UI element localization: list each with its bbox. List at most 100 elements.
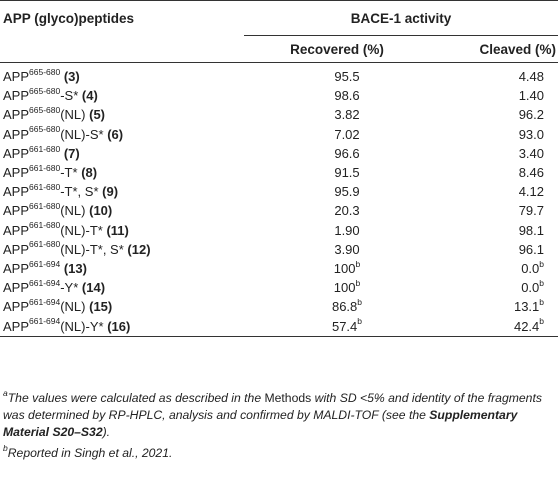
compound-number: (7)	[63, 145, 80, 161]
column-header-empty	[0, 36, 244, 63]
cleaved-cell: 79.7	[402, 201, 558, 220]
peptide-residue-range: 661-680	[29, 220, 61, 231]
peptide-name-cell: APP661-680(NL)-T* (11)	[0, 221, 244, 240]
table-row: APP661-694(NL) (15) 86.8b 13.1b	[0, 297, 558, 316]
cleaved-cell: 96.2	[402, 105, 558, 124]
cleaved-value: 0.0	[521, 280, 540, 296]
recovered-value: 95.5	[334, 69, 360, 85]
table-row: APP665-680 (3) 95.5 4.48	[0, 63, 558, 87]
peptide-suffix: -S*	[60, 88, 79, 104]
footnote-a-supplementary: Supplementary Material S20–S32	[3, 408, 518, 439]
peptide-suffix: (NL)	[60, 299, 86, 315]
cleaved-cell: 13.1b	[402, 297, 558, 316]
peptide-name-cell: APP661-680-T*, S* (9)	[0, 182, 244, 201]
recovered-footnote-marker: b	[357, 316, 363, 327]
peptide-residue-range: 661-680	[29, 162, 61, 173]
cleaved-footnote-marker: b	[539, 316, 545, 327]
peptide-residue-range: 661-694	[29, 297, 61, 308]
recovered-value: 98.6	[334, 88, 360, 104]
cleaved-value: 42.4	[513, 318, 540, 334]
peptide-name-cell: APP661-694 (13)	[0, 259, 244, 278]
peptide-base: APP	[3, 69, 30, 85]
footnote-b-text: Reported in Singh et al., 2021.	[7, 446, 173, 460]
recovered-value: 20.3	[334, 203, 360, 219]
footnote-a-methods: Methods	[261, 391, 315, 405]
footnote-b-marker: b	[3, 442, 8, 453]
recovered-cell: 86.8b	[244, 297, 402, 316]
peptide-base: APP	[3, 184, 30, 200]
cleaved-cell: 98.1	[402, 221, 558, 240]
cleaved-value: 1.40	[518, 88, 545, 104]
recovered-footnote-marker: b	[355, 277, 361, 288]
recovered-value: 1.90	[334, 222, 360, 238]
column-header-recovered: Recovered (%)	[290, 41, 384, 57]
compound-number: (6)	[107, 126, 124, 142]
peptide-residue-range: 661-680	[29, 181, 61, 192]
recovered-value: 3.82	[334, 107, 360, 123]
peptide-name-cell: APP661-694-Y* (14)	[0, 278, 244, 297]
peptide-suffix: -T*, S*	[60, 184, 99, 200]
cleaved-cell: 8.46	[402, 163, 558, 182]
table-row: APP661-694-Y* (14) 100b 0.0b	[0, 278, 558, 297]
cleaved-footnote-marker: b	[539, 297, 545, 308]
peptide-suffix: (NL)	[60, 107, 86, 123]
recovered-cell: 1.90	[244, 221, 402, 240]
cleaved-cell: 4.12	[402, 182, 558, 201]
peptide-name-cell: APP665-680(NL)-S* (6)	[0, 125, 244, 144]
recovered-value: 3.90	[334, 241, 360, 257]
recovered-cell: 3.82	[244, 105, 402, 124]
cleaved-value: 96.1	[518, 241, 545, 257]
peptide-residue-range: 665-680	[29, 85, 61, 96]
cleaved-cell: 93.0	[402, 125, 558, 144]
peptide-name-cell: APP665-680-S* (4)	[0, 86, 244, 105]
peptide-name-cell: APP661-680(NL) (10)	[0, 201, 244, 220]
peptide-name-cell: APP661-694(NL)-Y* (16)	[0, 316, 244, 337]
peptide-name-cell: APP661-680 (7)	[0, 144, 244, 163]
cleaved-cell: 0.0b	[402, 278, 558, 297]
table-row: APP661-694(NL)-Y* (16) 57.4b 42.4b	[0, 316, 558, 337]
footnote-b: bReported in Singh et al., 2021.	[3, 442, 556, 462]
recovered-value: 100	[333, 280, 356, 296]
compound-number: (11)	[106, 222, 129, 238]
peptide-residue-range: 665-680	[29, 124, 61, 135]
recovered-value: 100	[333, 260, 356, 276]
peptide-suffix: (NL)-Y*	[60, 318, 104, 334]
peptide-base: APP	[3, 126, 30, 142]
compound-number: (13)	[63, 260, 87, 276]
table-row: APP661-680-T* (8) 91.5 8.46	[0, 163, 558, 182]
compound-number: (5)	[89, 107, 106, 123]
cleaved-value: 4.48	[518, 69, 545, 85]
peptide-base: APP	[3, 145, 30, 161]
peptide-base: APP	[3, 203, 30, 219]
cleaved-cell: 42.4b	[402, 316, 558, 337]
peptide-suffix: (NL)	[60, 203, 86, 219]
recovered-cell: 57.4b	[244, 316, 402, 337]
recovered-value: 86.8	[331, 299, 358, 315]
table-body: APP665-680 (3) 95.5 4.48 APP665-680-S* (4) 9…	[0, 63, 558, 337]
table-row: APP661-694 (13) 100b 0.0b	[0, 259, 558, 278]
peptide-base: APP	[3, 260, 30, 276]
peptide-base: APP	[3, 107, 30, 123]
compound-number: (10)	[89, 203, 113, 219]
recovered-value: 95.9	[334, 184, 360, 200]
recovered-cell: 3.90	[244, 240, 402, 259]
recovered-cell: 95.5	[244, 63, 402, 87]
footnote-a-end: ).	[102, 425, 111, 439]
peptide-name-cell: APP665-680 (3)	[0, 63, 244, 87]
cleaved-cell: 0.0b	[402, 259, 558, 278]
bace1-activity-table: APP (glyco)peptides BACE-1 activity Reco…	[0, 0, 558, 337]
cleaved-value: 4.12	[518, 184, 545, 200]
compound-number: (3)	[63, 69, 80, 85]
peptide-residue-range: 665-680	[29, 66, 61, 77]
peptide-base: APP	[3, 318, 30, 334]
table-row: APP665-680(NL)-S* (6) 7.02 93.0	[0, 125, 558, 144]
table-row: APP661-680(NL)-T* (11) 1.90 98.1	[0, 221, 558, 240]
column-header-peptides: APP (glyco)peptides	[3, 10, 135, 26]
cleaved-value: 93.0	[518, 126, 545, 142]
compound-number: (16)	[107, 318, 131, 334]
cleaved-cell: 1.40	[402, 86, 558, 105]
table-row: APP661-680(NL)-T*, S* (12) 3.90 96.1	[0, 240, 558, 259]
peptide-suffix: (NL)-T*	[60, 222, 103, 238]
recovered-footnote-marker: b	[355, 258, 361, 269]
